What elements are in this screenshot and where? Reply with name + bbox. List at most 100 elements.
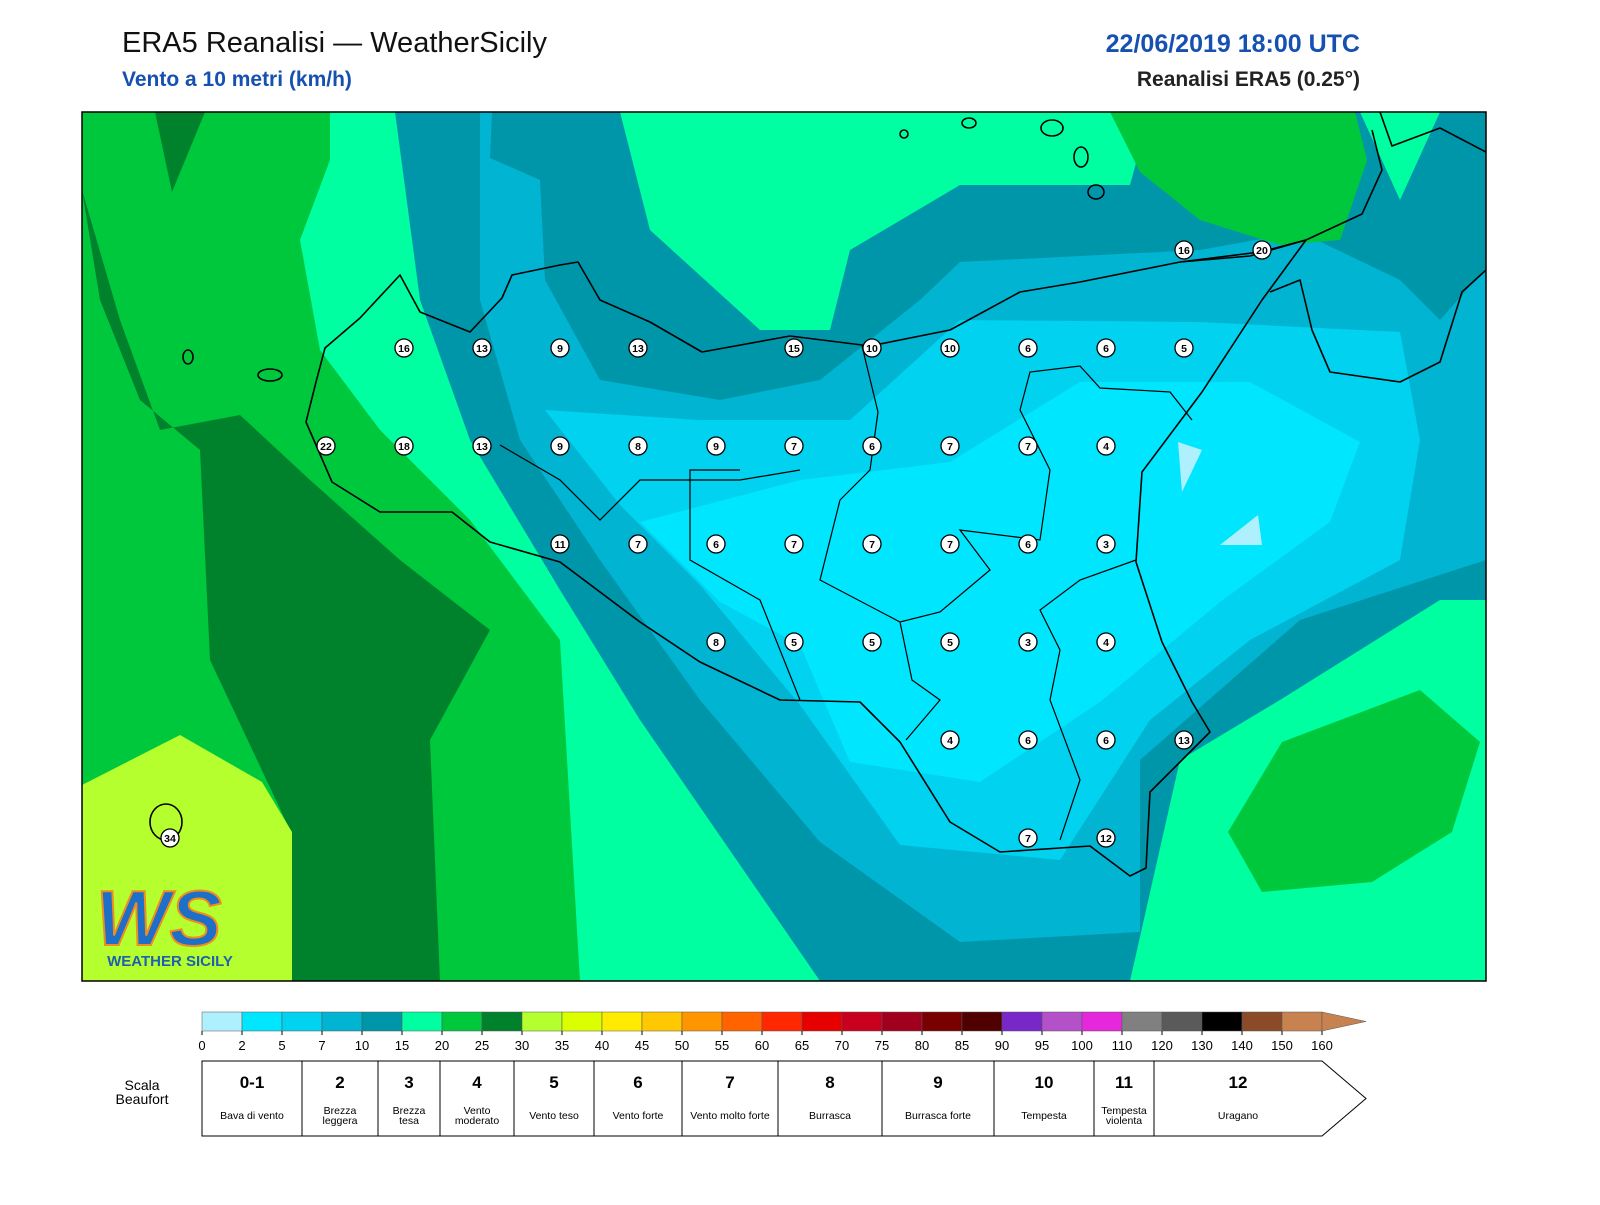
colorbar-segment [361,1011,403,1032]
station-marker [784,534,804,554]
beaufort-force: 7 [725,1073,734,1092]
colorbar-segment [1121,1011,1163,1032]
beaufort-force: 12 [1229,1073,1248,1092]
colorbar-segment [481,1011,523,1032]
colorbar-segment [721,1011,763,1032]
colorbar-tick-label: 20 [435,1038,449,1053]
beaufort-scale: 0-1 Bava di vento 2 Brezza leggera 3 Brezza t… [115,1060,1367,1137]
station-value: 7 [1025,441,1031,453]
station-value: 7 [635,539,641,551]
wind-field [640,382,1360,782]
province-border [499,444,801,521]
colorbar-segment [601,1011,643,1032]
island [961,117,977,129]
colorbar-tick-label: 30 [515,1038,529,1053]
beaufort-description-box: Brezza tesa [392,1105,426,1127]
beaufort-description: Brezza leggera [322,1105,358,1127]
beaufort-description-box: Bava di vento [220,1110,284,1122]
colorbar-segment [1241,1011,1283,1032]
station-value: 3 [1025,637,1031,649]
colorbar-arrow [1321,1011,1367,1032]
station-marker [1018,436,1038,456]
station-value: 9 [557,441,563,453]
station-value: 11 [554,539,565,551]
station-marker [940,730,960,750]
beaufort-description: Vento moderato [454,1105,500,1127]
colorbar-segment [201,1011,243,1032]
beaufort-description-box: Tempesta violenta [1101,1106,1147,1127]
province-border [689,469,801,701]
station-marker [1018,534,1038,554]
station-marker [472,436,492,456]
colorbar-segment [921,1011,963,1032]
colorbar-tick-label: 130 [1191,1038,1213,1053]
station-marker [550,436,570,456]
beaufort-description: Burrasca [808,1110,851,1122]
colorbar-tick-label: 120 [1151,1038,1173,1053]
beaufort-description: Tempesta [1021,1110,1067,1122]
beaufort-description: Vento teso [529,1110,579,1122]
station-value: 6 [1103,343,1109,355]
station-value: 8 [713,637,719,649]
beaufort-description-box: Vento molto forte [690,1111,769,1122]
station-value: 16 [398,343,410,355]
station-marker [1018,730,1038,750]
colorbar-segment [241,1011,283,1032]
beaufort-description-box: Vento moderato [454,1105,500,1127]
colorbar-segment [641,1011,683,1032]
station-value: 10 [944,343,956,355]
station-marker [1096,730,1116,750]
station-marker [628,338,648,358]
beaufort-force: 4 [472,1073,482,1092]
station-value: 5 [947,637,953,649]
colorbar-segment [1041,1011,1083,1032]
station-value: 9 [713,441,719,453]
coastline [1379,112,1486,153]
colorbar-tick-label: 65 [795,1038,809,1053]
station-value: 13 [476,441,488,453]
colorbar-segment [441,1011,483,1032]
colorbar-segment [761,1011,803,1032]
wind-field [1228,690,1480,892]
station-value: 16 [1178,245,1190,257]
beaufort-force: 9 [933,1073,942,1092]
station-value: 18 [398,441,410,453]
colorbar-tick-label: 90 [995,1038,1009,1053]
beaufort-label-box: Scala Beaufort [115,1078,169,1107]
station-marker [1096,632,1116,652]
station-value: 34 [164,833,176,845]
station-marker [1096,338,1116,358]
station-marker [1174,240,1194,260]
colorbar: 0 2 5 7 10 15 20 25 30 35 40 45 50 55 60 65 70 75 80 85 90 95… [198,1011,1367,1053]
station-value: 13 [476,343,488,355]
station-marker [160,828,180,848]
beaufort-description-box: Uragano [1218,1111,1258,1122]
beaufort-label: Scala Beaufort [115,1078,169,1107]
station-value: 6 [869,441,875,453]
station-marker [862,632,882,652]
title: ERA5 Reanalisi — WeatherSicily [122,27,547,59]
beaufort-description: Brezza tesa [392,1105,426,1127]
station-marker [1096,534,1116,554]
beaufort-description: Bava di vento [220,1110,284,1122]
beaufort-frame [201,1060,1367,1137]
source: Reanalisi ERA5 (0.25°) [1137,68,1360,91]
station-value: 7 [791,539,797,551]
station-marker [706,534,726,554]
colorbar-tick-label: 2 [238,1038,245,1053]
station-marker [316,436,336,456]
station-value: 7 [947,539,953,551]
station-marker [550,534,570,554]
station-value: 5 [869,637,875,649]
station-marker [394,436,414,456]
colorbar-segment [1281,1011,1323,1032]
station-marker [1018,338,1038,358]
colorbar-segment [521,1011,563,1032]
station-value: 5 [1181,343,1187,355]
colorbar-tick-label: 40 [595,1038,609,1053]
colorbar-tick-label: 80 [915,1038,929,1053]
station-marker [940,436,960,456]
colorbar-segment [1161,1011,1203,1032]
map: 16 20 16 13 9 13 15 10 10 6 6 5 22 18 13 9 8 9 7 6 7 7 4 11 7 6 7 7… [82,112,1486,981]
